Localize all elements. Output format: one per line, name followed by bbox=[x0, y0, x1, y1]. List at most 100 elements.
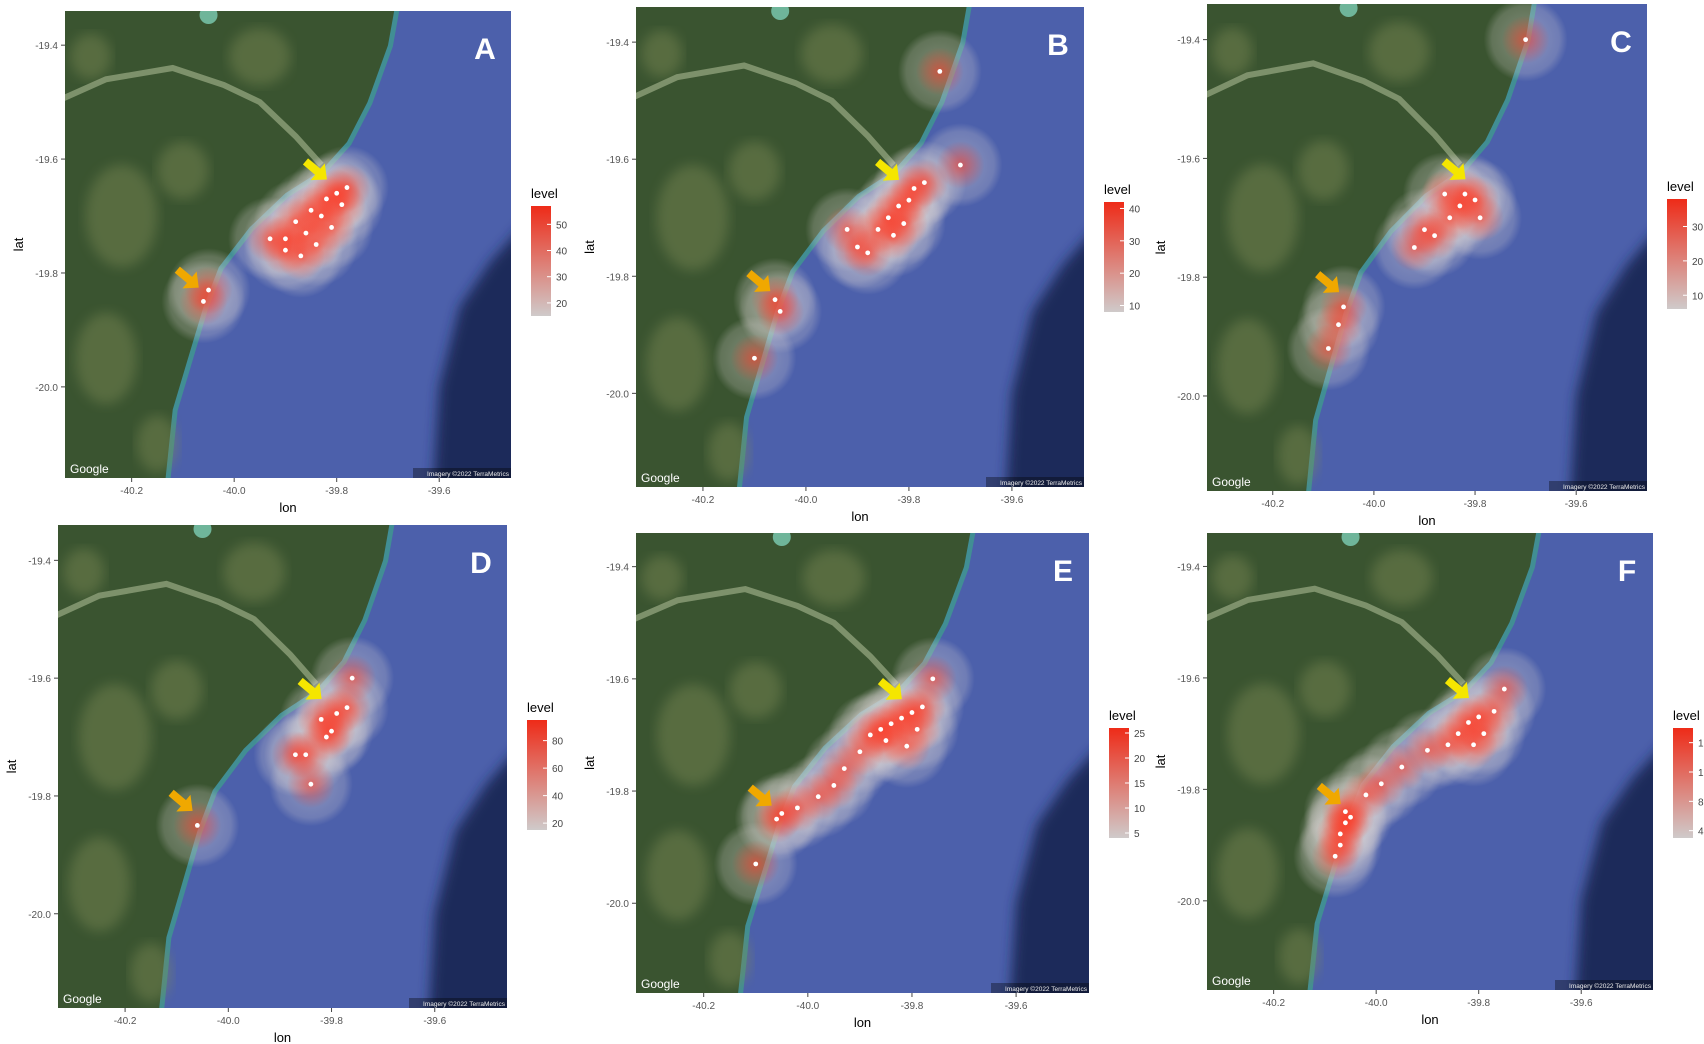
sighting-point bbox=[324, 735, 329, 740]
map-area bbox=[1120, 455, 1704, 1044]
y-tick-label: -19.8 bbox=[606, 787, 629, 798]
sighting-point bbox=[816, 794, 821, 799]
land-patch bbox=[70, 34, 111, 80]
lake bbox=[1342, 528, 1360, 546]
sighting-point bbox=[752, 356, 757, 361]
sighting-point bbox=[930, 676, 935, 681]
sighting-point bbox=[1379, 781, 1384, 786]
sighting-point bbox=[298, 253, 303, 258]
sighting-point bbox=[329, 729, 334, 734]
colorbar-label: 80 bbox=[552, 737, 564, 748]
google-logo: Google bbox=[70, 462, 109, 476]
y-tick-label: -19.8 bbox=[1177, 785, 1200, 796]
legend-title: level bbox=[1104, 182, 1131, 197]
x-tick-label: -39.6 bbox=[428, 486, 451, 497]
colorbar-label: 30 bbox=[1692, 223, 1704, 234]
sighting-point bbox=[334, 191, 339, 196]
sighting-point bbox=[1476, 715, 1481, 720]
sighting-point bbox=[907, 198, 912, 203]
land-patch bbox=[75, 313, 137, 404]
imagery-credit: Imagery ©2022 TerraMetrics bbox=[1563, 483, 1646, 491]
land-patch bbox=[1212, 28, 1252, 76]
colorbar bbox=[527, 720, 547, 830]
imagery-credit: Imagery ©2022 TerraMetrics bbox=[423, 1000, 506, 1008]
y-tick-label: -19.8 bbox=[35, 269, 58, 280]
colorbar-label: 10 bbox=[1129, 302, 1141, 313]
colorbar-label: 16 bbox=[1698, 739, 1704, 750]
land-patch bbox=[157, 142, 208, 199]
sighting-point bbox=[1473, 198, 1478, 203]
y-tick-label: -19.6 bbox=[35, 155, 58, 166]
y-tick-label: -19.6 bbox=[1177, 154, 1200, 165]
sighting-point bbox=[896, 204, 901, 209]
y-tick-label: -19.8 bbox=[1177, 273, 1200, 284]
y-axis-label: lat bbox=[11, 237, 26, 251]
x-axis-label: lon bbox=[279, 500, 296, 515]
colorbar bbox=[1667, 199, 1687, 309]
colorbar-label: 15 bbox=[1134, 779, 1146, 790]
y-tick-label: -20.0 bbox=[1177, 392, 1200, 403]
legend-title: level bbox=[527, 700, 554, 715]
sighting-point bbox=[201, 299, 206, 304]
sighting-point bbox=[350, 676, 355, 681]
sighting-point bbox=[1481, 731, 1486, 736]
sighting-point bbox=[293, 219, 298, 224]
panel-letter: F bbox=[1618, 555, 1636, 588]
x-axis-label: lon bbox=[854, 1015, 871, 1030]
x-tick-label: -40.0 bbox=[795, 495, 818, 506]
land-patch bbox=[657, 165, 729, 270]
y-tick-label: -19.6 bbox=[1177, 674, 1200, 685]
x-tick-label: -39.6 bbox=[1570, 998, 1593, 1009]
land-patch bbox=[1369, 22, 1430, 81]
sighting-point bbox=[1446, 742, 1451, 747]
x-tick-label: -39.8 bbox=[1464, 499, 1487, 510]
x-tick-label: -40.2 bbox=[1261, 499, 1284, 510]
sighting-point bbox=[268, 236, 273, 241]
land-patch bbox=[151, 660, 203, 719]
y-tick-label: -19.6 bbox=[28, 674, 51, 685]
y-tick-label: -19.4 bbox=[28, 556, 51, 567]
panel-letter: D bbox=[470, 547, 492, 580]
sighting-point bbox=[1502, 687, 1507, 692]
sighting-point bbox=[912, 186, 917, 191]
sighting-point bbox=[1348, 815, 1353, 820]
sighting-point bbox=[876, 227, 881, 232]
sighting-point bbox=[1341, 304, 1346, 309]
sighting-point bbox=[1338, 832, 1343, 837]
sighting-point bbox=[937, 69, 942, 74]
x-tick-label: -39.6 bbox=[1005, 1001, 1028, 1012]
imagery-credit: Imagery ©2022 TerraMetrics bbox=[427, 470, 510, 478]
colorbar-label: 20 bbox=[552, 819, 564, 830]
colorbar-label: 20 bbox=[556, 299, 568, 310]
sighting-point bbox=[304, 231, 309, 236]
sighting-point bbox=[339, 202, 344, 207]
y-tick-label: -19.4 bbox=[606, 563, 629, 574]
colorbar-label: 5 bbox=[1134, 829, 1140, 840]
imagery-credit: Imagery ©2022 TerraMetrics bbox=[1000, 479, 1083, 487]
sighting-point bbox=[958, 163, 963, 168]
land-patch bbox=[130, 943, 171, 1002]
y-axis-label: lat bbox=[1153, 240, 1168, 254]
colorbar bbox=[1673, 728, 1693, 838]
land-patch bbox=[229, 28, 291, 85]
colorbar-label: 20 bbox=[1692, 257, 1704, 268]
land-patch bbox=[1227, 164, 1298, 271]
colorbar bbox=[1104, 202, 1124, 312]
sighting-point bbox=[922, 180, 927, 185]
sighting-point bbox=[910, 710, 915, 715]
y-tick-label: -19.6 bbox=[606, 675, 629, 686]
sighting-point bbox=[1523, 37, 1528, 42]
x-tick-label: -39.8 bbox=[898, 495, 921, 506]
colorbar-label: 12 bbox=[1698, 768, 1704, 779]
x-axis-label: lon bbox=[1421, 1012, 1438, 1027]
land-patch bbox=[1299, 661, 1350, 717]
imagery-credit: Imagery ©2022 TerraMetrics bbox=[1005, 985, 1088, 993]
sighting-point bbox=[878, 727, 883, 732]
sighting-point bbox=[773, 297, 778, 302]
land-patch bbox=[63, 549, 104, 596]
legend-title: level bbox=[1667, 179, 1694, 194]
sighting-point bbox=[753, 862, 758, 867]
